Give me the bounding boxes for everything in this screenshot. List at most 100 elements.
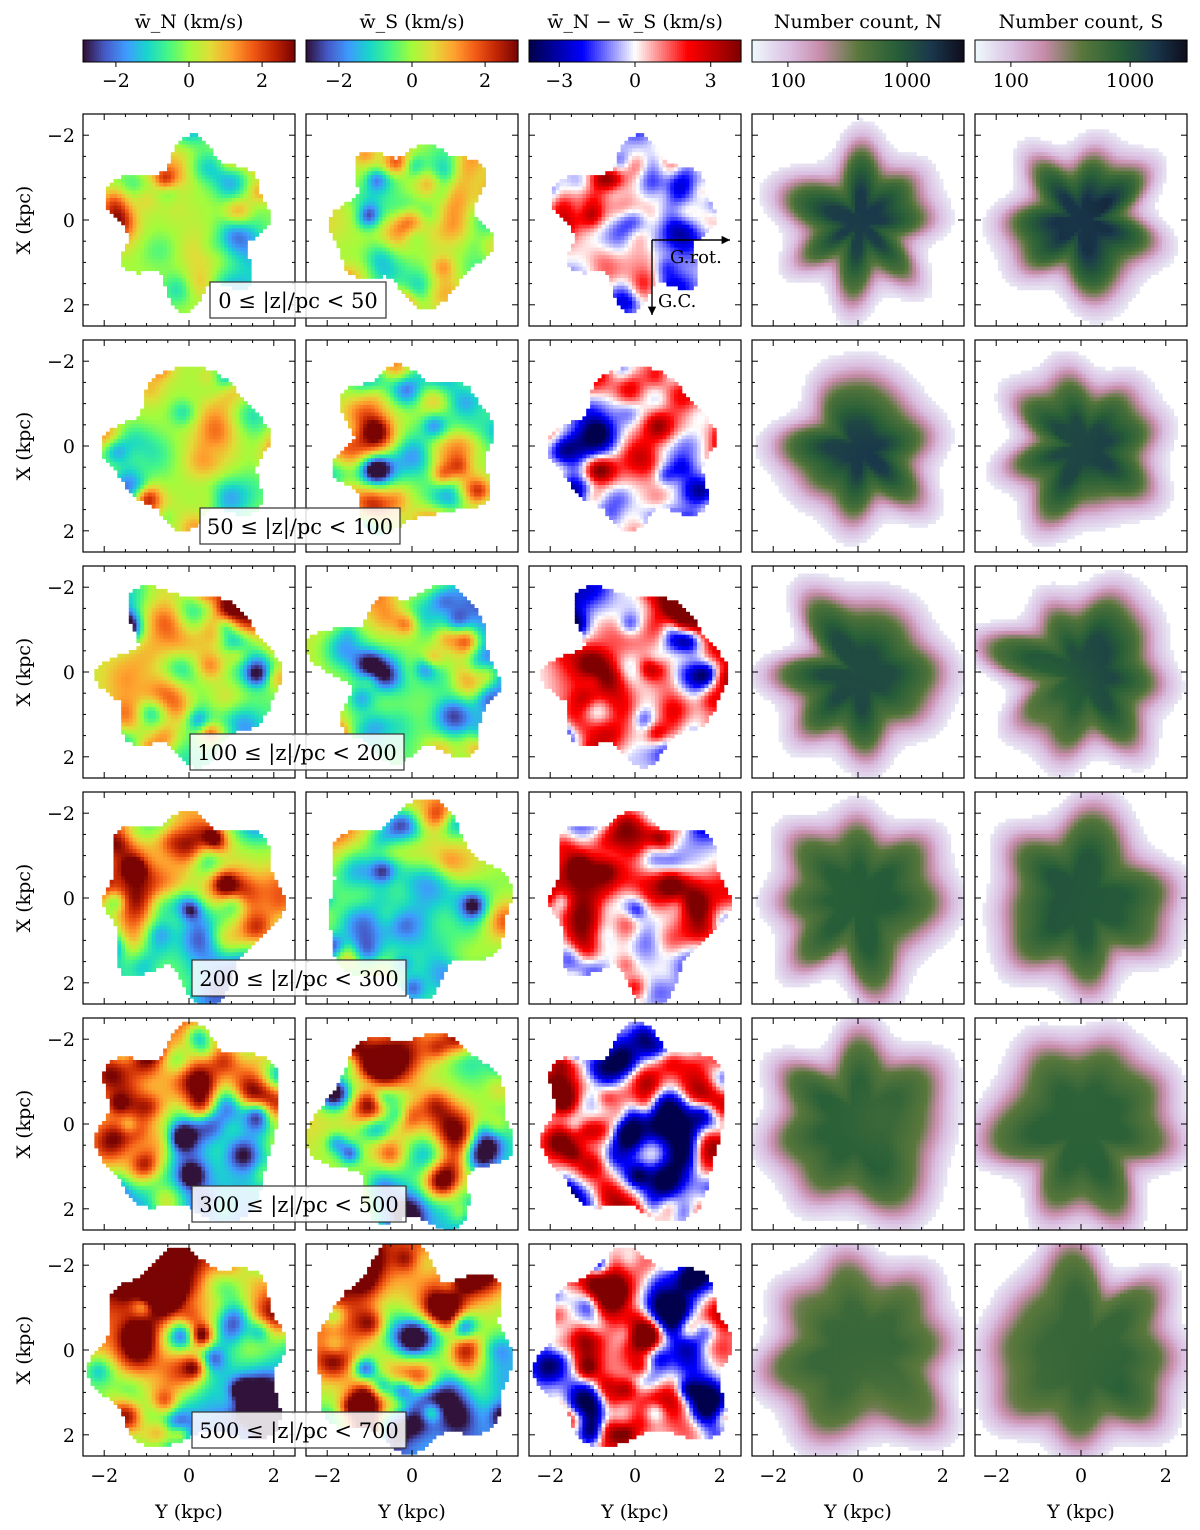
heatmap-cell	[693, 213, 698, 218]
heatmap-cell	[443, 243, 448, 249]
heatmap-cell	[447, 171, 452, 176]
heatmap-cell	[801, 198, 807, 203]
heatmap-cell	[632, 198, 637, 203]
heatmap-cell	[836, 163, 841, 169]
heatmap-cell	[481, 178, 486, 184]
heatmap-cell	[586, 198, 591, 203]
heatmap-cell	[919, 171, 925, 176]
colorbar-segment	[1127, 40, 1130, 62]
colorbar-segment	[995, 40, 998, 62]
heatmap-cell	[843, 144, 849, 149]
heatmap-cell	[635, 236, 641, 241]
heatmap-cell	[220, 217, 225, 222]
heatmap-cell	[390, 171, 395, 176]
colorbar-segment	[147, 40, 150, 62]
colorbar-segment	[701, 40, 704, 62]
colorbar-segment	[506, 40, 509, 62]
colorbar-segment	[360, 40, 363, 62]
heatmap-cell	[105, 190, 111, 195]
heatmap-cell	[870, 129, 875, 134]
heatmap-cell	[378, 228, 383, 233]
heatmap-cell	[647, 232, 652, 237]
colorbar-segment	[577, 40, 580, 62]
heatmap-cell	[877, 194, 883, 199]
heatmap-cell	[428, 236, 433, 241]
heatmap-cell	[201, 152, 206, 157]
heatmap-cell	[216, 163, 222, 169]
heatmap-cell	[877, 144, 883, 149]
heatmap-cell	[843, 156, 849, 161]
heatmap-cell	[167, 236, 172, 241]
heatmap-cell	[386, 163, 391, 169]
heatmap-cell	[658, 178, 664, 184]
heatmap-cell	[424, 144, 429, 149]
heatmap-cell	[908, 156, 913, 161]
heatmap-cell	[435, 297, 441, 302]
heatmap-cell	[370, 217, 376, 222]
heatmap-cell	[700, 232, 706, 237]
heatmap-cell	[439, 285, 445, 291]
colorbar-segment	[436, 40, 439, 62]
heatmap-cell	[167, 239, 172, 245]
heatmap-cell	[193, 182, 199, 188]
heatmap-cell	[397, 194, 403, 199]
heatmap-cell	[647, 270, 652, 275]
heatmap-cell	[586, 213, 591, 218]
heatmap-cell	[178, 217, 183, 222]
heatmap-cell	[774, 171, 780, 176]
heatmap-cell	[174, 278, 180, 283]
colorbar-segment	[338, 40, 341, 62]
heatmap-cell	[431, 220, 437, 226]
heatmap-cell	[685, 198, 690, 203]
heatmap-cell	[428, 262, 433, 268]
heatmap-cell	[359, 255, 364, 260]
heatmap-cell	[651, 232, 656, 237]
heatmap-cell	[670, 243, 675, 249]
heatmap-cell	[144, 243, 149, 249]
heatmap-cell	[662, 167, 668, 172]
heatmap-cell	[451, 281, 456, 287]
heatmap-cell	[113, 190, 118, 195]
colorbar-segment	[1079, 40, 1082, 62]
heatmap-cell	[651, 224, 656, 230]
heatmap-cell	[582, 182, 587, 188]
heatmap-cell	[220, 255, 225, 260]
heatmap-cell	[605, 182, 610, 188]
heatmap-cell	[643, 190, 648, 195]
heatmap-cell	[416, 198, 422, 203]
heatmap-cell	[212, 171, 218, 176]
colorbar-segment	[1151, 40, 1154, 62]
heatmap-cell	[424, 213, 429, 218]
heatmap-cell	[696, 236, 702, 241]
heatmap-cell	[359, 266, 364, 272]
heatmap-cell	[189, 190, 195, 195]
colorbar-segment	[1075, 40, 1078, 62]
heatmap-cell	[632, 232, 637, 237]
heatmap-cell	[708, 213, 713, 218]
heatmap-cell	[208, 163, 214, 169]
heatmap-cell	[458, 209, 464, 214]
heatmap-cell	[243, 171, 248, 176]
heatmap-cell	[254, 178, 260, 184]
heatmap-cell	[393, 270, 399, 275]
heatmap-cell	[643, 140, 648, 146]
heatmap-cell	[582, 190, 587, 195]
heatmap-cell	[900, 167, 906, 172]
heatmap-cell	[473, 194, 479, 199]
heatmap-cell	[235, 255, 241, 260]
heatmap-cell	[458, 194, 464, 199]
heatmap-cell	[613, 178, 618, 184]
heatmap-cell	[186, 278, 191, 283]
heatmap-cell	[189, 251, 195, 256]
heatmap-cell	[193, 186, 199, 191]
heatmap-cell	[201, 190, 206, 195]
heatmap-cell	[647, 285, 652, 291]
heatmap-cell	[654, 159, 660, 165]
heatmap-cell	[677, 266, 683, 272]
heatmap-cell	[355, 274, 361, 279]
colorbar-segment	[1107, 40, 1110, 62]
heatmap-cell	[363, 262, 368, 268]
heatmap-cell	[601, 255, 606, 260]
heatmap-cell	[182, 175, 187, 180]
heatmap-cell	[420, 232, 425, 237]
